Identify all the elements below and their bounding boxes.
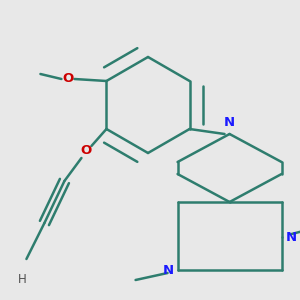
Text: H: H <box>18 273 27 286</box>
Text: N: N <box>162 263 174 277</box>
Text: O: O <box>63 73 74 85</box>
Text: N: N <box>224 116 235 129</box>
Text: O: O <box>81 145 92 158</box>
Text: N: N <box>286 230 297 244</box>
